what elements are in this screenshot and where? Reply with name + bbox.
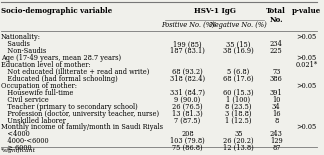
Text: *significant: *significant [1,148,36,153]
Text: 16: 16 [272,110,281,118]
Text: 4000-<6000: 4000-<6000 [1,137,48,145]
Text: >0.05: >0.05 [296,54,317,62]
Text: 331 (84.7): 331 (84.7) [170,89,205,97]
Text: Profession (doctor, university teacher, nurse): Profession (doctor, university teacher, … [1,110,159,118]
Text: 103 (79.8): 103 (79.8) [170,137,205,145]
Text: Civil service: Civil service [1,96,49,104]
Text: >0.05: >0.05 [296,123,317,131]
Text: 75 (86.8): 75 (86.8) [172,144,203,152]
Text: Teacher (primary to secondary school): Teacher (primary to secondary school) [1,103,137,111]
Text: Socio-demographic variable: Socio-demographic variable [1,7,112,15]
Text: 187 (83.1): 187 (83.1) [170,47,205,55]
Text: 208: 208 [181,130,194,138]
Text: Negative No. (%): Negative No. (%) [209,21,267,29]
Text: 10: 10 [272,96,281,104]
Text: 234: 234 [270,40,283,48]
Text: Educated (had formal schooling): Educated (had formal schooling) [1,75,117,83]
Text: Not educated (illiterate + read and write): Not educated (illiterate + read and writ… [1,68,149,76]
Text: Unskilled laborer: Unskilled laborer [1,117,65,124]
Text: 35: 35 [234,130,243,138]
Text: 26 (20.2): 26 (20.2) [223,137,254,145]
Text: 9 (90.0): 9 (90.0) [174,96,201,104]
Text: 34: 34 [272,103,281,111]
Text: Occupation of mother:: Occupation of mother: [1,82,77,90]
Text: >0.05: >0.05 [296,82,317,90]
Text: >0.05: >0.05 [296,33,317,41]
Text: Monthly income of family/month in Saudi Riyals: Monthly income of family/month in Saudi … [1,123,163,131]
Text: Nationality:: Nationality: [1,33,41,41]
Text: Education level of mother:: Education level of mother: [1,61,90,69]
Text: 5 (6.8): 5 (6.8) [227,68,249,76]
Text: 0.021*: 0.021* [295,61,318,69]
Text: Positive No. (%): Positive No. (%) [161,21,214,29]
Text: 87: 87 [272,144,281,152]
Text: p-value: p-value [292,7,321,15]
Text: 73: 73 [272,68,281,76]
Text: 13 (81.3): 13 (81.3) [172,110,203,118]
Text: 68 (17.6): 68 (17.6) [223,75,254,83]
Text: Non-Saudis: Non-Saudis [1,47,46,55]
Text: Saudis: Saudis [1,40,29,48]
Text: 3 (18.8): 3 (18.8) [225,110,251,118]
Text: 7 (87.5): 7 (87.5) [174,117,201,124]
Text: HSV-1 IgG: HSV-1 IgG [193,7,236,15]
Text: 391: 391 [270,89,283,97]
Text: 318 (82.4): 318 (82.4) [170,75,205,83]
Text: 199 (85): 199 (85) [173,40,202,48]
Text: 35 (15): 35 (15) [226,40,250,48]
Text: 8: 8 [274,117,278,124]
Text: 1 (100): 1 (100) [226,96,250,104]
Text: 386: 386 [270,75,283,83]
Text: Total
No.: Total No. [266,7,286,24]
Text: 243: 243 [270,130,283,138]
Text: Housewife full-time: Housewife full-time [1,89,73,97]
Text: ≥ 6000: ≥ 6000 [1,144,31,152]
Text: 26 (76.5): 26 (76.5) [172,103,203,111]
Text: 1 (12.5): 1 (12.5) [225,117,251,124]
Text: 129: 129 [270,137,283,145]
Text: 8 (23.5): 8 (23.5) [225,103,251,111]
Text: 38 (16.9): 38 (16.9) [223,47,254,55]
Text: Age (17-49 years, mean 28.7 years): Age (17-49 years, mean 28.7 years) [1,54,121,62]
Text: 12 (13.8): 12 (13.8) [223,144,254,152]
Text: 68 (93.2): 68 (93.2) [172,68,203,76]
Text: 225: 225 [270,47,283,55]
Text: <4000: <4000 [1,130,29,138]
Text: 60 (15.3): 60 (15.3) [223,89,254,97]
